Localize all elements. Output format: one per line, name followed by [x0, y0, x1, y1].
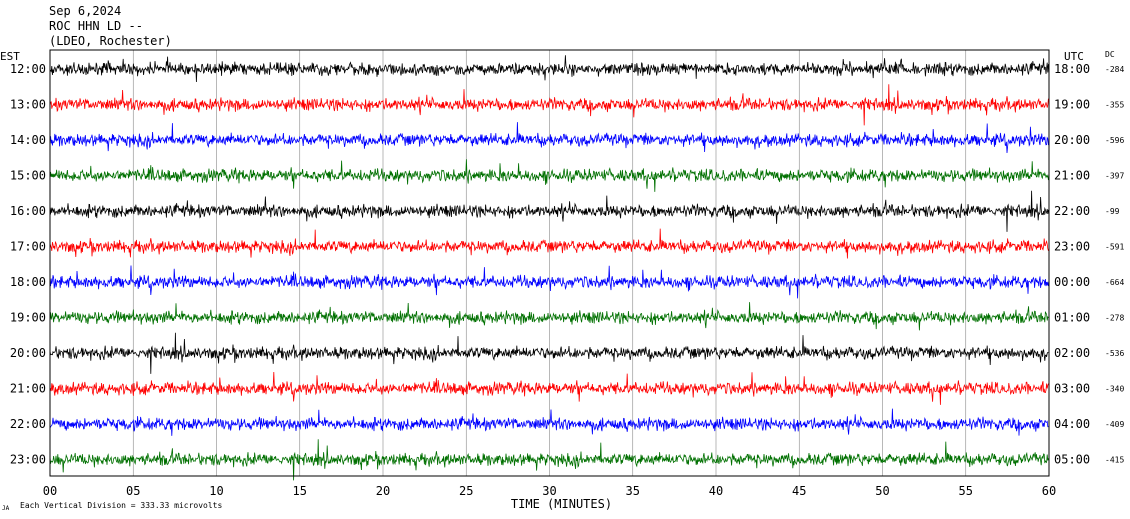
x-tick-label: 00 [43, 484, 57, 498]
est-hour-label: 16:00 [10, 204, 46, 218]
dc-offset-label: -415 [1105, 456, 1124, 465]
dc-offset-label: -278 [1105, 314, 1124, 323]
est-hour-label: 19:00 [10, 311, 46, 325]
x-tick-label: 30 [542, 484, 556, 498]
trace-line [49, 332, 1049, 374]
trace-line [49, 265, 1049, 299]
x-tick-label: 45 [792, 484, 806, 498]
trace-line [49, 302, 1049, 331]
est-hour-label: 17:00 [10, 240, 46, 254]
dc-axis-label: DC [1105, 50, 1115, 59]
dc-offset-label: -536 [1105, 349, 1124, 358]
utc-axis-label: UTC [1064, 50, 1084, 63]
trace-line [49, 122, 1049, 154]
x-tick-label: 10 [209, 484, 223, 498]
est-hour-label: 18:00 [10, 275, 46, 289]
est-hour-label: 15:00 [10, 169, 46, 183]
trace-line [49, 228, 1049, 259]
utc-hour-label: 23:00 [1054, 240, 1090, 254]
trace-line [49, 55, 1049, 83]
utc-hour-label: 01:00 [1054, 311, 1090, 325]
est-hour-label: 14:00 [10, 133, 46, 147]
plot-frame [49, 49, 1050, 477]
est-hour-label: 13:00 [10, 98, 46, 112]
x-tick-label: 55 [959, 484, 973, 498]
header-location: (LDEO, Rochester) [49, 34, 172, 48]
trace-line [49, 408, 1049, 436]
trace-line [49, 371, 1049, 405]
x-axis-title: TIME (MINUTES) [511, 497, 612, 511]
x-tick-label: 60 [1042, 484, 1056, 498]
utc-hour-label: 03:00 [1054, 382, 1090, 396]
x-tick-label: 15 [293, 484, 307, 498]
trace-line [49, 84, 1049, 126]
est-hour-label: 20:00 [10, 346, 46, 360]
seismic-traces [49, 55, 1049, 481]
dc-offset-label: -591 [1105, 243, 1124, 252]
dc-offset-label: -99 [1105, 207, 1120, 216]
x-tick-label: 50 [875, 484, 889, 498]
est-hour-label: 21:00 [10, 382, 46, 396]
scale-mark: JA [2, 505, 10, 512]
utc-hour-label: 05:00 [1054, 453, 1090, 467]
utc-hour-label: 19:00 [1054, 98, 1090, 112]
scale-note: Each Vertical Division = 333.33 microvol… [20, 501, 222, 510]
utc-hour-label: 04:00 [1054, 417, 1090, 431]
est-hour-label: 23:00 [10, 453, 46, 467]
dc-offset-label: -596 [1105, 136, 1124, 145]
x-tick-label: 05 [126, 484, 140, 498]
utc-hour-label: 22:00 [1054, 204, 1090, 218]
header-station: ROC HHN LD -- [49, 19, 143, 33]
est-axis-label: EST [0, 50, 20, 63]
time-gridlines [132, 50, 967, 476]
x-tick-label: 25 [459, 484, 473, 498]
axis-labels: 12:00 18:00 -284 13:00 19:00 -355 14:00 20:00 -5… [0, 50, 1124, 512]
utc-hour-label: 20:00 [1054, 133, 1090, 147]
utc-hour-label: 18:00 [1054, 62, 1090, 76]
dc-offset-label: -397 [1105, 172, 1124, 181]
dc-offset-label: -409 [1105, 420, 1124, 429]
x-tick-label: 40 [709, 484, 723, 498]
trace-line [49, 190, 1049, 232]
trace-line [49, 439, 1049, 481]
utc-hour-label: 00:00 [1054, 275, 1090, 289]
header-date: Sep 6,2024 [49, 4, 122, 18]
dc-offset-label: -284 [1105, 65, 1124, 74]
utc-hour-label: 02:00 [1054, 346, 1090, 360]
x-tick-label: 35 [626, 484, 640, 498]
dc-offset-label: -340 [1105, 385, 1124, 394]
x-tick-label: 20 [376, 484, 390, 498]
trace-line [49, 159, 1049, 192]
est-hour-label: 12:00 [10, 62, 46, 76]
utc-hour-label: 21:00 [1054, 169, 1090, 183]
dc-offset-label: -664 [1105, 278, 1124, 287]
est-hour-label: 22:00 [10, 417, 46, 431]
dc-offset-label: -355 [1105, 101, 1124, 110]
